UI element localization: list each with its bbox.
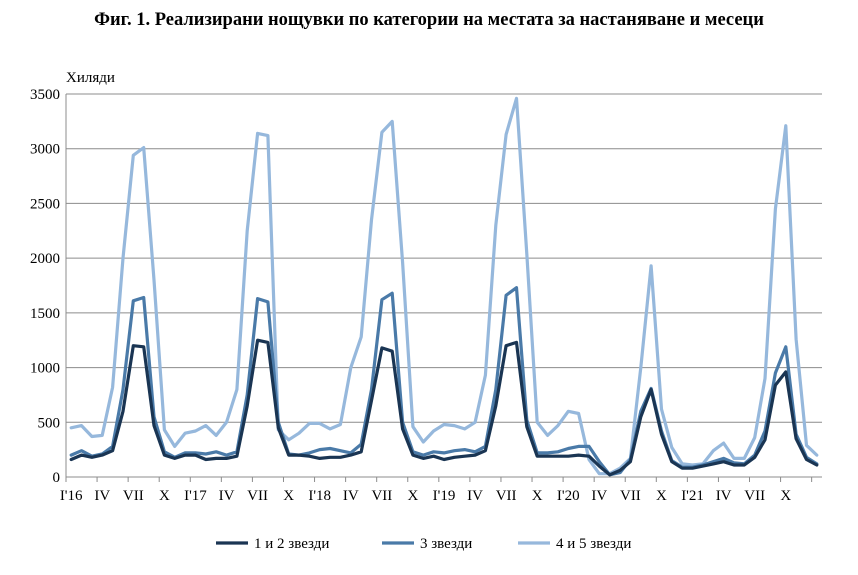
x-tick-label: X (532, 488, 543, 504)
y-tick-label: 2500 (30, 196, 60, 212)
legend-label: 4 и 5 звезди (556, 536, 631, 552)
x-tick-label: I'20 (557, 488, 580, 504)
legend: 1 и 2 звезди 3 звезди 4 и 5 звезди (216, 536, 631, 552)
x-tick-label: IV (343, 488, 359, 504)
y-tick-label: 0 (53, 470, 61, 486)
x-tick-label: IV (94, 488, 110, 504)
y-tick-label: 3000 (30, 142, 60, 158)
chart-title: Фиг. 1. Реализирани нощувки по категории… (94, 10, 764, 30)
x-tick-label: I'19 (433, 488, 456, 504)
y-tick-labels: 0 500 1000 1500 2000 2500 3000 3500 (30, 87, 60, 486)
x-tick-label: VII (496, 488, 517, 504)
gridlines (66, 93, 822, 478)
y-tick-label: 3500 (30, 87, 60, 103)
x-tick-label: I'16 (60, 488, 83, 504)
unit-label: Хиляди (66, 70, 115, 86)
legend-label: 3 звезди (420, 536, 472, 552)
x-tick-label: I'17 (184, 488, 207, 504)
x-tick-label: VII (620, 488, 641, 504)
x-tick-label: IV (219, 488, 235, 504)
series-line (69, 96, 819, 476)
y-tick-label: 1500 (30, 306, 60, 322)
x-tick-label: X (656, 488, 667, 504)
x-tick-label: IV (716, 488, 732, 504)
x-tick-label: VII (371, 488, 392, 504)
x-tick-label: IV (467, 488, 483, 504)
x-tick-label: X (159, 488, 170, 504)
x-tick-label: I'18 (308, 488, 331, 504)
axes (65, 94, 822, 482)
x-tick-label: X (780, 488, 791, 504)
x-tick-label: VII (247, 488, 268, 504)
series-line (69, 286, 819, 477)
y-tick-label: 500 (38, 415, 61, 431)
x-tick-label: VII (744, 488, 765, 504)
series-lines (69, 96, 819, 477)
y-tick-label: 2000 (30, 251, 60, 267)
x-tick-label: IV (591, 488, 607, 504)
x-tick-label: VII (123, 488, 144, 504)
series-line (69, 338, 819, 477)
x-tick-label: X (408, 488, 419, 504)
x-tick-labels: I'16 IV VII X I'17 IV VII X I'18 IV VII X I'19 IV VII X… (60, 488, 792, 504)
x-tick-label: I'21 (681, 488, 704, 504)
y-tick-label: 1000 (30, 361, 60, 377)
legend-label: 1 и 2 звезди (254, 536, 329, 552)
x-tick-label: X (283, 488, 294, 504)
